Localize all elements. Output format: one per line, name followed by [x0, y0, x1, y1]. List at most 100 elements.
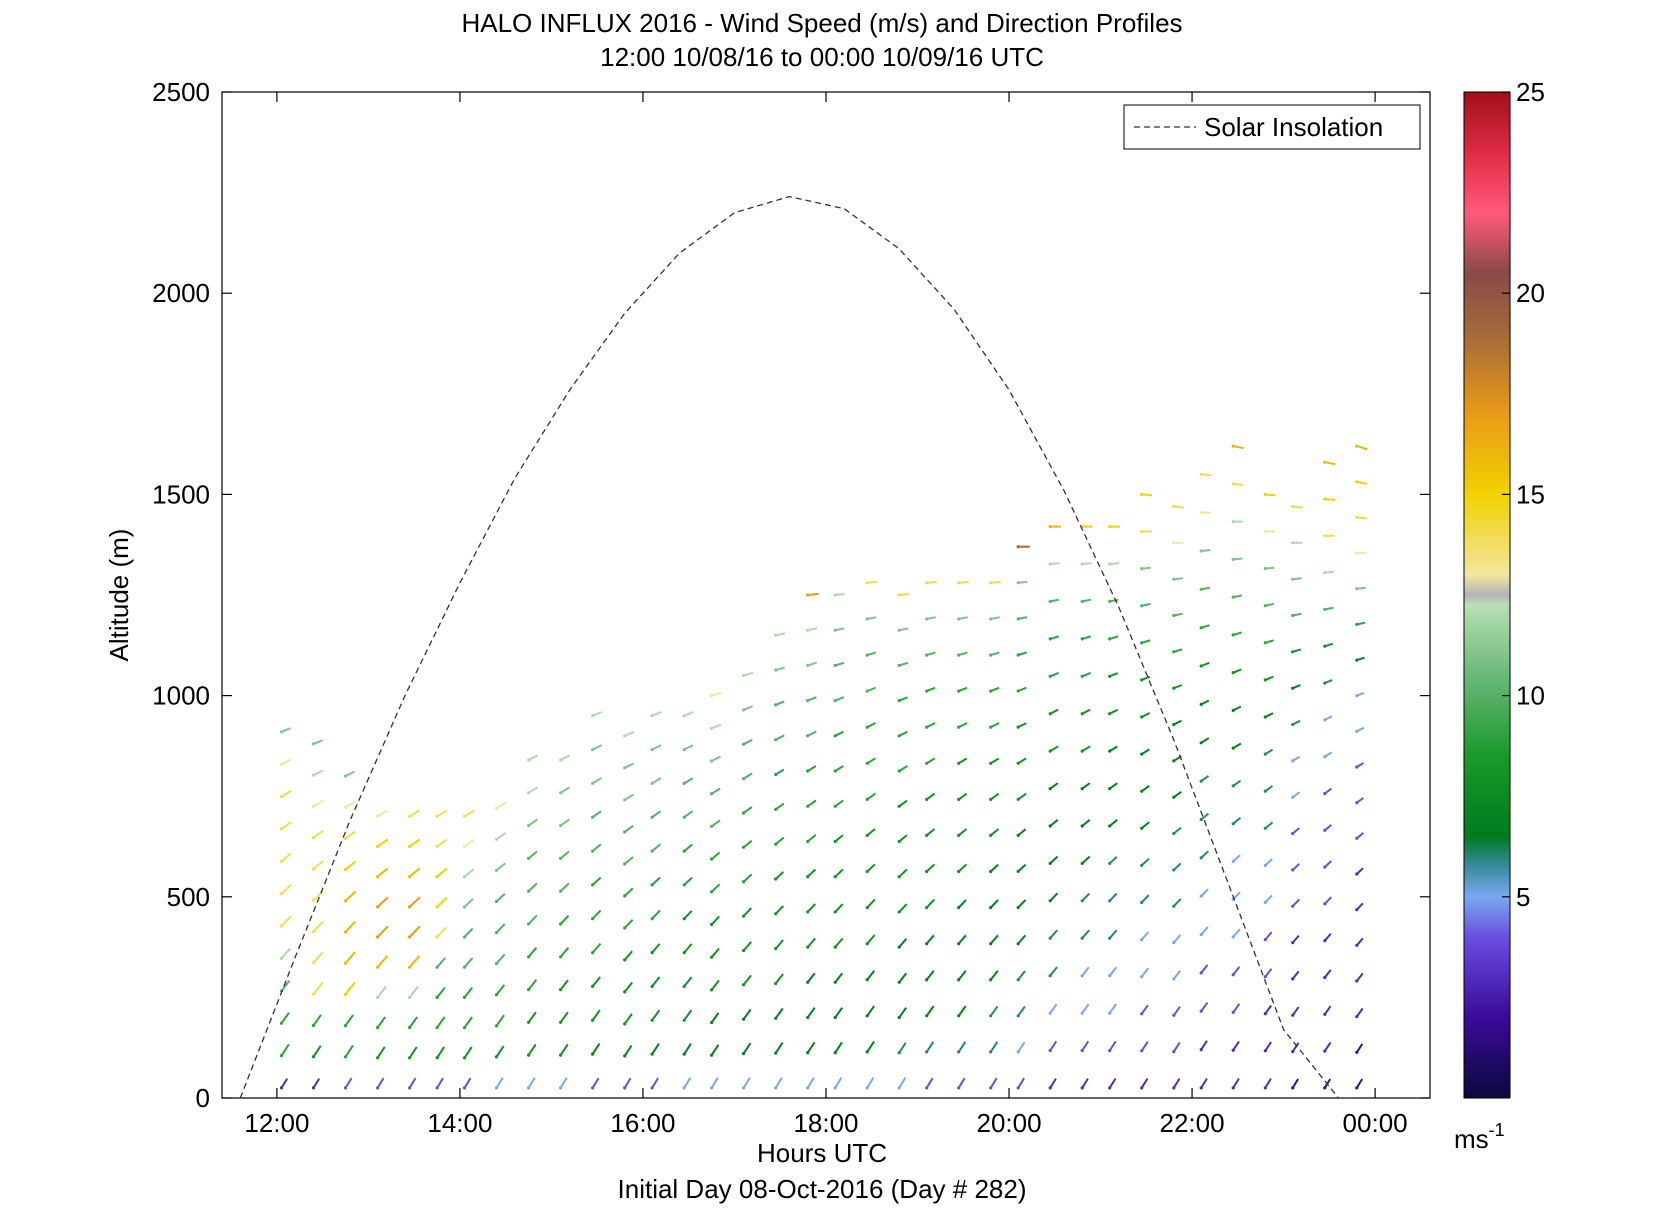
wind-barb: [834, 972, 844, 983]
wind-barb: [591, 1077, 600, 1089]
wind-barb: [957, 970, 967, 981]
wind-barb-head: [1140, 529, 1144, 534]
wind-barb-head: [682, 748, 686, 752]
wind-barb-head: [1172, 795, 1176, 799]
wind-barb-head: [650, 917, 654, 921]
wind-barb-head: [376, 1026, 380, 1030]
wind-barb-head: [742, 914, 746, 918]
wind-barb-head: [1048, 562, 1052, 566]
wind-barb-head: [311, 773, 316, 777]
wind-barb-head: [1080, 562, 1084, 566]
wind-barb: [683, 1009, 693, 1021]
wind-barb: [1324, 969, 1332, 979]
wind-barb: [1049, 1078, 1057, 1089]
wind-barb-head: [435, 1026, 439, 1030]
wind-barb-head: [435, 965, 439, 969]
wind-barb-head: [1355, 480, 1359, 484]
wind-barb-head: [1048, 525, 1052, 529]
wind-barb-head: [865, 689, 869, 693]
wind-barb: [1264, 894, 1273, 904]
wind-barb: [651, 810, 662, 819]
wind-barb-head: [494, 806, 499, 810]
wind-barb: [591, 843, 602, 852]
wind-barb: [1323, 1041, 1332, 1052]
wind-barb: [1233, 482, 1244, 486]
wind-barb: [683, 943, 693, 954]
wind-barb-head: [1355, 908, 1359, 912]
wind-barb-head: [1016, 1050, 1020, 1054]
wind-barb-head: [408, 1086, 412, 1090]
wind-barb-head: [989, 689, 993, 693]
wind-barb-head: [650, 883, 654, 887]
wind-barb-head: [311, 867, 316, 871]
wind-barb-head: [1140, 641, 1144, 645]
wind-barb: [710, 1077, 719, 1089]
wind-barb-head: [774, 738, 778, 742]
wind-barb-head: [494, 962, 499, 966]
wind-barb-head: [1323, 975, 1327, 980]
wind-barb: [1264, 1078, 1272, 1089]
wind-barb: [1232, 1040, 1240, 1051]
wind-barb: [528, 754, 539, 761]
wind-barb-head: [1263, 789, 1267, 793]
wind-barb: [436, 957, 446, 968]
wind-barb-head: [682, 951, 686, 955]
wind-barb-head: [559, 791, 563, 795]
wind-barb-head: [865, 581, 869, 585]
wind-barb-head: [1355, 1050, 1359, 1054]
wind-barb-head: [1291, 868, 1295, 872]
wind-barb: [436, 1077, 444, 1089]
wind-barb: [436, 896, 448, 908]
wind-barb: [651, 711, 662, 717]
wind-barb: [834, 1077, 843, 1089]
wind-barb: [408, 896, 421, 908]
wind-barb-head: [591, 815, 595, 819]
wind-barb: [495, 953, 506, 965]
wind-barb: [899, 593, 910, 596]
wind-barb-head: [865, 906, 869, 910]
wind-barb-head: [1199, 1009, 1203, 1013]
y-tick-label: 500: [167, 882, 210, 912]
wind-barb: [560, 786, 571, 794]
wind-barb-head: [925, 761, 929, 765]
wind-barb: [463, 927, 474, 938]
wind-barb-head: [774, 807, 778, 812]
wind-barb-head: [343, 774, 348, 778]
wind-barb-head: [1323, 1049, 1327, 1053]
wind-barb-head: [957, 978, 961, 982]
wind-barb-head: [1080, 824, 1084, 828]
wind-barb: [1108, 1078, 1117, 1089]
wind-barb-head: [376, 995, 380, 1000]
wind-barbs-layer: [279, 444, 1368, 1090]
wind-barb-head: [957, 1050, 961, 1054]
wind-barb: [1264, 1004, 1273, 1015]
wind-barb: [527, 1043, 537, 1056]
wind-barb-head: [650, 1086, 654, 1090]
wind-barb-head: [1263, 938, 1267, 942]
wind-barb-head: [1231, 482, 1235, 486]
wind-barb: [651, 976, 661, 988]
wind-barb-head: [462, 935, 467, 939]
wind-barb: [527, 1011, 537, 1023]
wind-barb: [866, 934, 876, 945]
wind-barb-head: [897, 980, 901, 984]
wind-barb: [957, 1005, 967, 1017]
wind-barb: [313, 739, 323, 745]
wind-barb-head: [1016, 905, 1020, 910]
wind-barb: [1291, 970, 1300, 980]
wind-barb: [710, 915, 720, 926]
wind-barb-head: [710, 1086, 714, 1090]
wind-barb: [463, 1016, 473, 1029]
wind-barb-head: [925, 1050, 929, 1054]
wind-barb-head: [462, 1056, 467, 1060]
wind-barb-head: [1108, 749, 1112, 753]
wind-barb: [495, 893, 506, 903]
wind-barb: [559, 882, 570, 892]
wind-barb: [527, 914, 538, 925]
wind-barb: [436, 867, 448, 878]
wind-barb-head: [1048, 1086, 1052, 1090]
wind-barb-head: [343, 1024, 348, 1028]
wind-barb-head: [1323, 571, 1327, 575]
wind-barb-head: [833, 980, 837, 984]
wind-barb: [408, 867, 421, 878]
